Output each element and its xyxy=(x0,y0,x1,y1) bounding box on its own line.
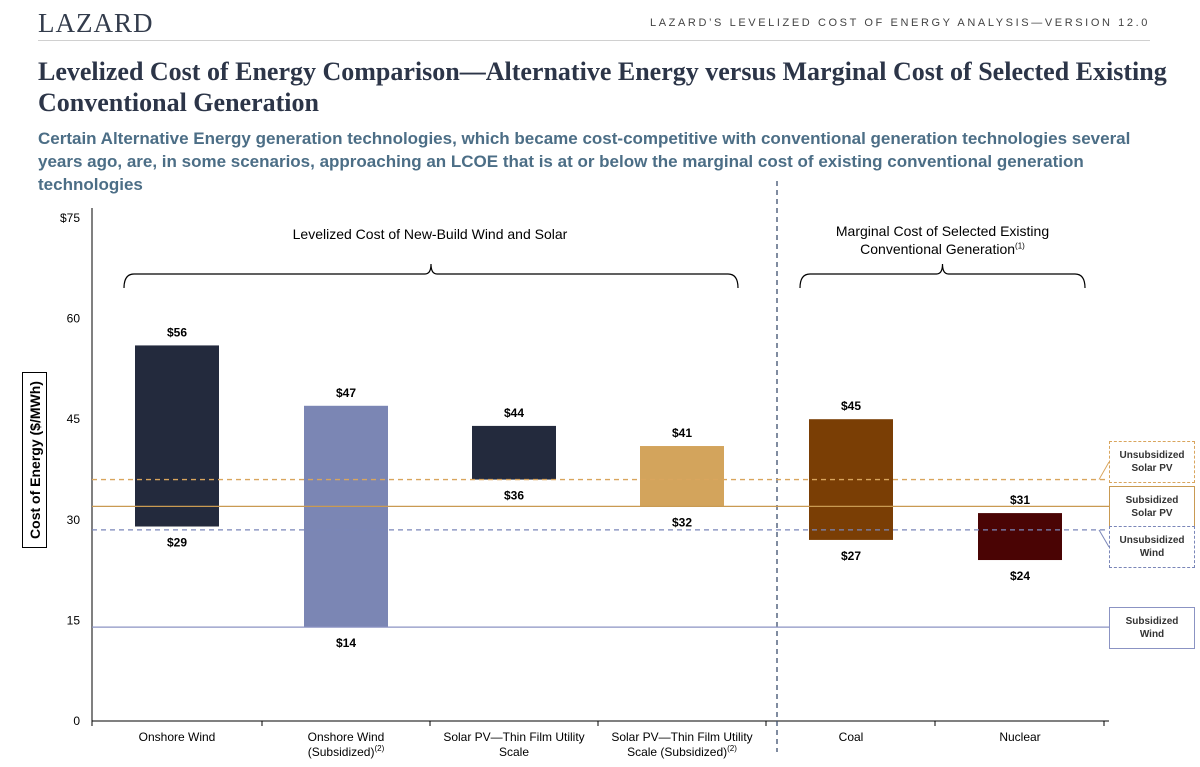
bar-low-label: $29 xyxy=(167,536,187,550)
bar xyxy=(640,446,724,507)
footnote-marker: (2) xyxy=(727,744,737,753)
bar-high-label: $41 xyxy=(672,426,692,440)
group-label-conventional: Marginal Cost of Selected Existing Conve… xyxy=(835,223,1050,257)
y-tick-label: $75 xyxy=(60,211,80,225)
bar-low-label: $24 xyxy=(1010,569,1030,583)
y-axis-label: Cost of Energy ($/MWh) xyxy=(26,381,43,539)
y-tick-label: 45 xyxy=(67,412,81,426)
group-brace-conventional xyxy=(799,263,1086,289)
y-axis-label-box: Cost of Energy ($/MWh) xyxy=(22,372,47,548)
header-divider xyxy=(38,40,1150,41)
bar-low-label: $36 xyxy=(504,489,524,503)
x-category-label: Solar PV—Thin Film Utility Scale xyxy=(443,730,585,759)
x-category-label: Onshore Wind xyxy=(138,730,216,744)
group-label-new-build: Levelized Cost of New-Build Wind and Sol… xyxy=(292,226,568,242)
x-category-label: Solar PV—Thin Film Utility Scale (Subsidi… xyxy=(611,730,753,759)
y-tick-label: 60 xyxy=(67,312,81,326)
bar-high-label: $56 xyxy=(167,325,187,339)
footnote-marker: (1) xyxy=(1015,241,1025,251)
group-brace-new-build xyxy=(123,263,739,289)
x-category-label: Coal xyxy=(838,730,864,744)
reference-legend-box: Unsubsidized Wind xyxy=(1109,526,1195,568)
footnote-marker: (2) xyxy=(374,744,385,753)
company-logo: LAZARD xyxy=(38,8,154,38)
reference-legend-box: Subsidized Solar PV xyxy=(1109,486,1195,528)
bar xyxy=(135,345,219,527)
bar-low-label: $32 xyxy=(672,515,692,529)
reference-legend-box: Subsidized Wind xyxy=(1109,607,1195,649)
y-tick-label: 15 xyxy=(67,613,81,627)
report-title: LAZARD’S LEVELIZED COST OF ENERGY ANALYS… xyxy=(649,17,1150,29)
y-tick-label: 0 xyxy=(73,714,80,728)
y-tick-label: 30 xyxy=(67,513,81,527)
x-category-label: Nuclear xyxy=(999,730,1041,744)
bar-high-label: $31 xyxy=(1010,493,1030,507)
bar xyxy=(978,513,1062,561)
reference-connector xyxy=(1098,529,1110,548)
reference-legend-box: Unsubsidized Solar PV xyxy=(1109,441,1195,483)
bar-high-label: $47 xyxy=(336,386,356,400)
bar xyxy=(304,405,388,628)
bar-high-label: $45 xyxy=(841,399,861,413)
bar-high-label: $44 xyxy=(504,406,524,420)
bar-low-label: $14 xyxy=(336,636,356,650)
page-subtitle: Certain Alternative Energy generation te… xyxy=(38,129,1131,194)
bar-low-label: $27 xyxy=(841,549,861,563)
x-category-label: Onshore Wind (Subsidized)(2) xyxy=(307,730,385,759)
page-title: Levelized Cost of Energy Comparison—Alte… xyxy=(38,57,1167,117)
reference-connector xyxy=(1098,461,1110,480)
bar xyxy=(472,425,556,480)
